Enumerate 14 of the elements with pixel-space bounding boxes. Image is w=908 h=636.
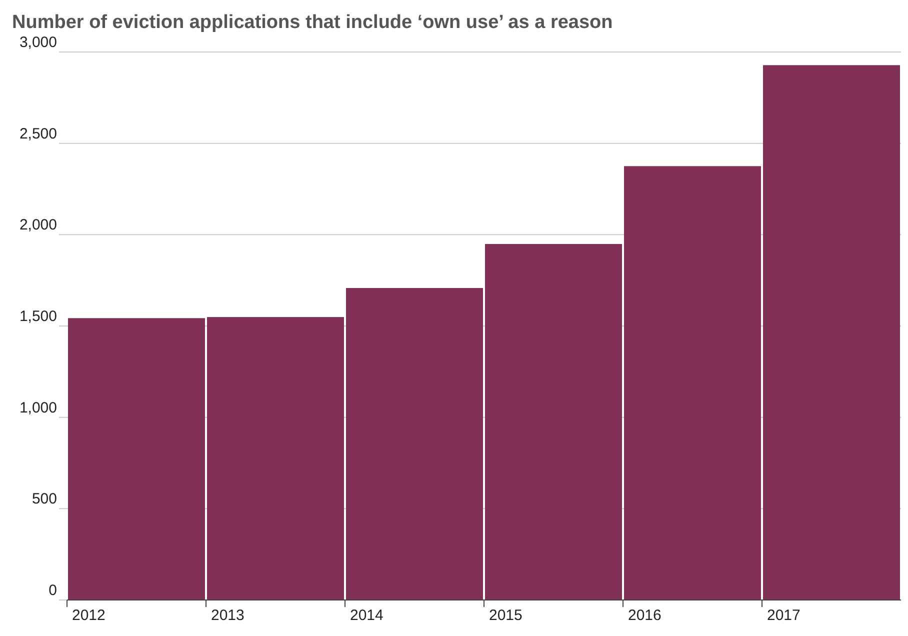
x-tick-label: 2016 [628,607,662,624]
y-tick-label: 500 [32,490,57,508]
x-tick-label: 2014 [350,607,384,624]
y-tick-label: 3,000 [19,34,57,51]
y-tick-label: 0 [48,582,57,599]
y-tick-label: 1,000 [19,399,57,416]
x-tick-label: 2017 [767,607,800,624]
y-tick-label: 1,500 [19,308,57,325]
x-tick-label: 2015 [489,607,522,624]
x-tick-label: 2012 [72,607,106,624]
chart-title: Number of eviction applications that include ‘own use’ as a reason [12,12,613,33]
y-tick-label: 2,500 [19,125,57,142]
y-tick-label: 2,000 [19,216,57,234]
x-tick-label: 2013 [211,607,244,624]
